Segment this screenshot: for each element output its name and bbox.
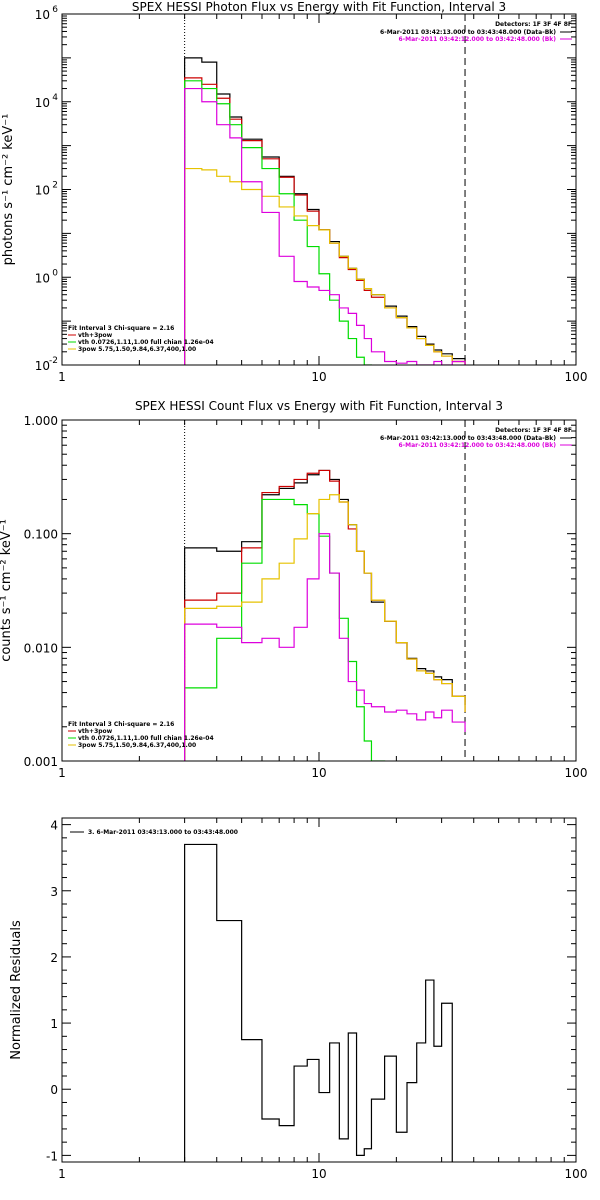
- count-flux-panel: SPEX HESSI Count Flux vs Energy with Fit…: [0, 399, 587, 780]
- legend-entry: vth 0.0726,1.11,1.00 full chian 1.26e-04: [78, 735, 214, 742]
- y-tick-label: 10: [35, 96, 50, 110]
- interval-label: 6-Mar-2011 03:42:13.000 to 03:43:48.000 …: [380, 29, 556, 36]
- series-3pow-line: [184, 494, 466, 761]
- y-axis-label: photons s⁻¹ cm⁻² keV⁻¹: [1, 114, 16, 266]
- legend-entry: vth+3pow: [78, 728, 113, 735]
- series-group: [184, 469, 466, 761]
- legend-header: Fit Interval 3 Chi-square = 2.16: [68, 325, 174, 332]
- chart-title: SPEX HESSI Photon Flux vs Energy with Fi…: [132, 0, 506, 14]
- legend-header: Fit Interval 3 Chi-square = 2.16: [68, 721, 174, 728]
- y-tick-exponent: 4: [52, 93, 58, 103]
- legend-entry: 3pow 5.75,1.50,9.84,6.37,400,1.00: [78, 346, 196, 353]
- plot-frame: [61, 13, 577, 366]
- y-tick-label: 0.010: [24, 641, 58, 655]
- chart-title: SPEX HESSI Count Flux vs Energy with Fit…: [135, 399, 503, 413]
- y-axis-label: counts s⁻¹ cm⁻² keV⁻¹: [0, 519, 14, 662]
- y-tick-exponent: 2: [52, 181, 58, 191]
- y-tick-label: 0.100: [24, 528, 58, 542]
- plot-frame: [61, 419, 577, 762]
- y-tick-exponent: 0: [52, 268, 58, 278]
- x-tick-label: 1: [58, 766, 66, 780]
- x-tick-label: 10: [311, 1167, 326, 1181]
- y-tick-label: 1: [50, 1017, 58, 1031]
- legend-entry: vth 0.0726,1.11,1.00 full chian 1.26e-04: [78, 339, 214, 346]
- y-tick-label: 0: [50, 1083, 58, 1097]
- y-tick-label: 10: [35, 359, 50, 373]
- series-3pow-line: [184, 167, 466, 365]
- x-tick-label: 100: [565, 370, 588, 384]
- y-tick-exponent: -2: [49, 356, 58, 366]
- photon-flux-panel: SPEX HESSI Photon Flux vs Energy with Fi…: [1, 0, 587, 384]
- x-tick-label: 100: [565, 1167, 588, 1181]
- y-tick-label: 10: [35, 271, 50, 285]
- interval-label: 6-Mar-2011 03:42:12.000 to 03:42:48.000 …: [398, 36, 556, 43]
- y-tick-label: 10: [35, 8, 50, 22]
- y-axis-label: Normalized Residuals: [9, 920, 24, 1060]
- series-group: [184, 843, 453, 1162]
- x-tick-label: 100: [565, 766, 588, 780]
- detectors-label: Detectors: 1F 3F 4F 8F: [495, 21, 572, 28]
- x-tick-label: 1: [58, 1167, 66, 1181]
- series-group: [184, 57, 466, 365]
- plot-frame: [61, 817, 577, 1163]
- series-bkg-line: [184, 87, 466, 365]
- series-bkg-line: [184, 533, 466, 761]
- y-tick-label: 4: [50, 819, 58, 833]
- y-tick-label: 3: [50, 885, 58, 899]
- y-tick-label: 2: [50, 951, 58, 965]
- interval-label: 6-Mar-2011 03:42:13.000 to 03:43:48.000 …: [380, 435, 556, 442]
- detectors-label: Detectors: 1F 3F 4F 8F: [495, 427, 572, 434]
- series-residuals-line: [184, 843, 453, 1162]
- y-tick-label: 10: [35, 184, 50, 198]
- interval-label: 6-Mar-2011 03:42:12.000 to 03:42:48.000 …: [398, 442, 556, 449]
- legend-entry: vth+3pow: [78, 332, 113, 339]
- series-vth-line: [184, 80, 373, 365]
- residuals-panel: Normalized Residuals 1 10 100 -1 0 1 2 3 4 3. 6-Ma…: [9, 817, 588, 1181]
- x-tick-label: 1: [58, 370, 66, 384]
- x-tick-label: 10: [311, 370, 326, 384]
- legend-entry: 3. 6-Mar-2011 03:43:13.000 to 03:43:48.0…: [88, 829, 238, 836]
- x-tick-label: 10: [311, 766, 326, 780]
- y-tick-exponent: 6: [52, 5, 58, 15]
- y-tick-label: -1: [46, 1149, 58, 1163]
- y-tick-label: 1.000: [24, 414, 58, 428]
- legend-entry: 3pow 5.75,1.50,9.84,6.37,400,1.00: [78, 742, 196, 749]
- y-tick-label: 0.001: [24, 755, 58, 769]
